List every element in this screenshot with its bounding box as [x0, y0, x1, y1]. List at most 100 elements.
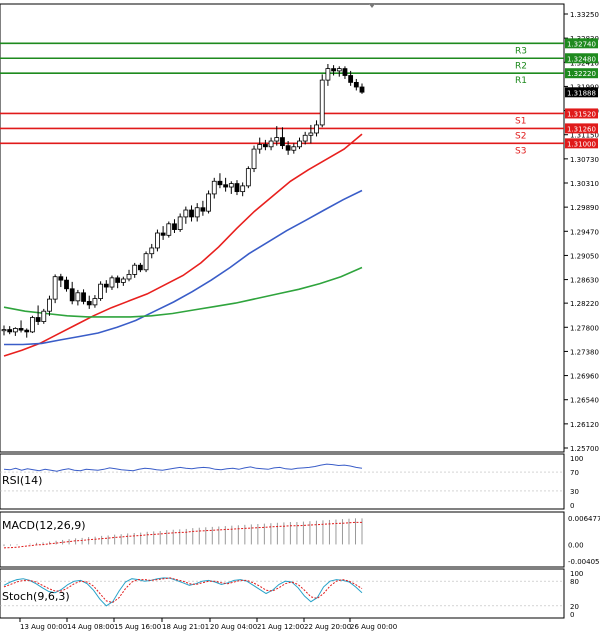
- candle-body: [297, 140, 302, 148]
- price-tick-label: 1.27800: [570, 324, 599, 332]
- rsi-tick-label: 70: [570, 469, 579, 477]
- price-tick-label: 1.30730: [570, 156, 599, 164]
- candle: [234, 180, 240, 196]
- candle: [331, 65, 336, 76]
- rsi-title: RSI(14): [2, 474, 42, 487]
- stoch-tick-label: 20: [570, 603, 579, 611]
- candle: [109, 275, 115, 290]
- candle-body: [336, 68, 342, 72]
- level-value-r2: 1.32480: [567, 55, 596, 63]
- candle-body: [223, 184, 229, 188]
- candle-body: [245, 168, 251, 187]
- candle-body: [353, 82, 359, 88]
- candle-body: [189, 209, 194, 218]
- moving-average-line-2: [4, 189, 363, 346]
- macd-signal-line: [3, 521, 362, 549]
- level-value-badge: [565, 108, 598, 119]
- moving-average-line-3: [3, 266, 363, 318]
- candle: [64, 276, 69, 292]
- macd-title: MACD(12,26,9): [2, 519, 86, 532]
- candle-body: [137, 264, 143, 271]
- candle-body: [268, 140, 274, 148]
- candle-body: [240, 185, 246, 193]
- candle-body: [35, 317, 41, 322]
- candle: [348, 70, 354, 86]
- candle: [98, 281, 104, 301]
- candle-body: [92, 298, 98, 306]
- candle-body: [52, 276, 58, 300]
- candle: [75, 289, 81, 306]
- rsi-tick-label: 100: [570, 455, 583, 463]
- candle: [24, 328, 30, 338]
- candle: [200, 200, 206, 216]
- price-tick-label: 1.33250: [570, 11, 599, 19]
- price-tick-label: 1.27380: [570, 348, 599, 356]
- candle: [285, 141, 291, 155]
- time-tick-label: 22 Aug 20:00: [304, 623, 351, 631]
- price-plot-area: [0, 3, 565, 453]
- rsi-tick-label: 0: [570, 502, 574, 510]
- candle-body: [200, 207, 206, 212]
- candle-body: [132, 264, 138, 275]
- candle: [92, 295, 98, 308]
- candle: [274, 126, 280, 146]
- candle-body: [206, 193, 211, 212]
- level-name-s3: S3: [515, 146, 526, 156]
- candle-body: [30, 317, 35, 333]
- candle-body: [64, 279, 69, 290]
- time-axis: 13 Aug 00:00 14 Aug 08:00 15 Aug 16:00 18 A…: [19, 618, 397, 631]
- candle: [126, 269, 132, 282]
- candle: [52, 274, 58, 304]
- candle: [132, 262, 138, 278]
- candle-body: [177, 216, 183, 230]
- candle-body: [69, 288, 75, 302]
- level-value-badge: [565, 68, 598, 79]
- price-tick-label: 1.29470: [570, 228, 599, 236]
- candle: [103, 280, 109, 293]
- candle-body: [359, 86, 365, 93]
- candle: [12, 327, 18, 336]
- candle: [86, 295, 92, 309]
- candle-body: [160, 232, 166, 236]
- rsi-line: [3, 463, 363, 472]
- candle-body: [217, 180, 223, 186]
- candle-body: [262, 144, 268, 148]
- candle: [189, 205, 194, 222]
- candle: [342, 66, 348, 79]
- candle: [41, 308, 47, 324]
- candle-body: [155, 232, 160, 249]
- price-tick-label: 1.32410: [570, 59, 599, 67]
- level-name-s2: S2: [515, 131, 526, 141]
- candle: [297, 137, 302, 150]
- time-tick-label: 15 Aug 16:00: [114, 623, 161, 631]
- candle: [217, 173, 223, 189]
- level-value-badge: [565, 53, 598, 64]
- candle-body: [234, 183, 240, 193]
- level-name-r2: R2: [515, 61, 527, 71]
- candle-body: [81, 292, 86, 302]
- candle: [120, 276, 126, 286]
- candle-body: [274, 137, 280, 142]
- candle-body: [348, 75, 354, 83]
- candle-body: [280, 137, 285, 147]
- candle-body: [7, 329, 13, 333]
- time-tick-label: 21 Aug 12:00: [257, 623, 304, 631]
- candle: [183, 206, 189, 224]
- candle-body: [103, 283, 109, 288]
- candle-body: [86, 301, 92, 306]
- macd-tick-label: 0.006477: [568, 515, 600, 523]
- level-value-s3: 1.31000: [567, 140, 596, 148]
- price-tick-label: 1.31150: [570, 132, 599, 140]
- rsi-panel: 100 70 30 0 RSI(14): [0, 453, 583, 510]
- level-value-r1: 1.32220: [567, 70, 596, 78]
- candle-body: [166, 223, 172, 236]
- level-value-s1: 1.31520: [567, 110, 596, 118]
- candle: [228, 181, 234, 194]
- candle-body: [302, 134, 308, 142]
- price-tick-label: 1.30310: [570, 180, 599, 188]
- candle-body: [98, 283, 104, 299]
- candle-body: [308, 132, 314, 136]
- level-name-r3: R3: [515, 46, 527, 56]
- candle: [302, 131, 308, 145]
